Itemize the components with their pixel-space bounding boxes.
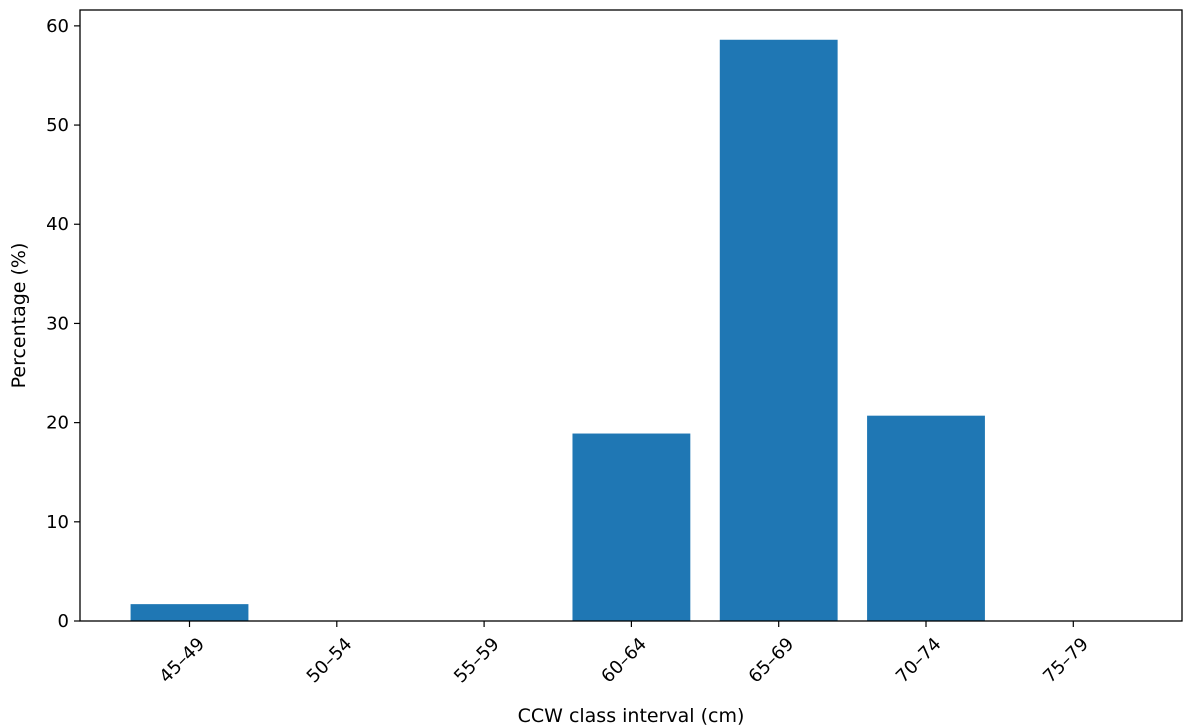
bar-60–64 — [572, 433, 691, 621]
x-tick-label: 55–59 — [450, 634, 504, 688]
y-tick-label: 40 — [46, 214, 69, 235]
y-tick-label: 60 — [46, 16, 69, 37]
x-tick-label: 60–64 — [597, 634, 651, 688]
x-axis: 45–49 50–54 55–59 60–64 65–69 70–74 75–79 — [155, 621, 1093, 688]
x-tick-label: 50–54 — [303, 634, 357, 688]
bars-group — [130, 39, 985, 622]
bar-45–49 — [130, 604, 249, 621]
y-axis-label: Percentage (%) — [8, 243, 30, 389]
y-tick-label: 0 — [58, 611, 69, 632]
y-tick-label: 20 — [46, 413, 69, 434]
y-axis: 0 10 20 30 40 50 60 — [46, 16, 80, 632]
y-tick-label: 10 — [46, 512, 69, 533]
x-axis-label: CCW class interval (cm) — [518, 705, 745, 727]
x-tick-label: 75–79 — [1039, 634, 1093, 688]
x-tick-label: 45–49 — [155, 634, 209, 688]
bar-70–74 — [867, 415, 985, 621]
bar-65–69 — [719, 39, 838, 622]
x-tick-label: 70–74 — [892, 634, 946, 688]
y-tick-label: 30 — [46, 313, 69, 334]
x-tick-label: 65–69 — [745, 634, 799, 688]
plot-frame — [79, 9, 1183, 622]
y-tick-label: 50 — [46, 115, 69, 136]
